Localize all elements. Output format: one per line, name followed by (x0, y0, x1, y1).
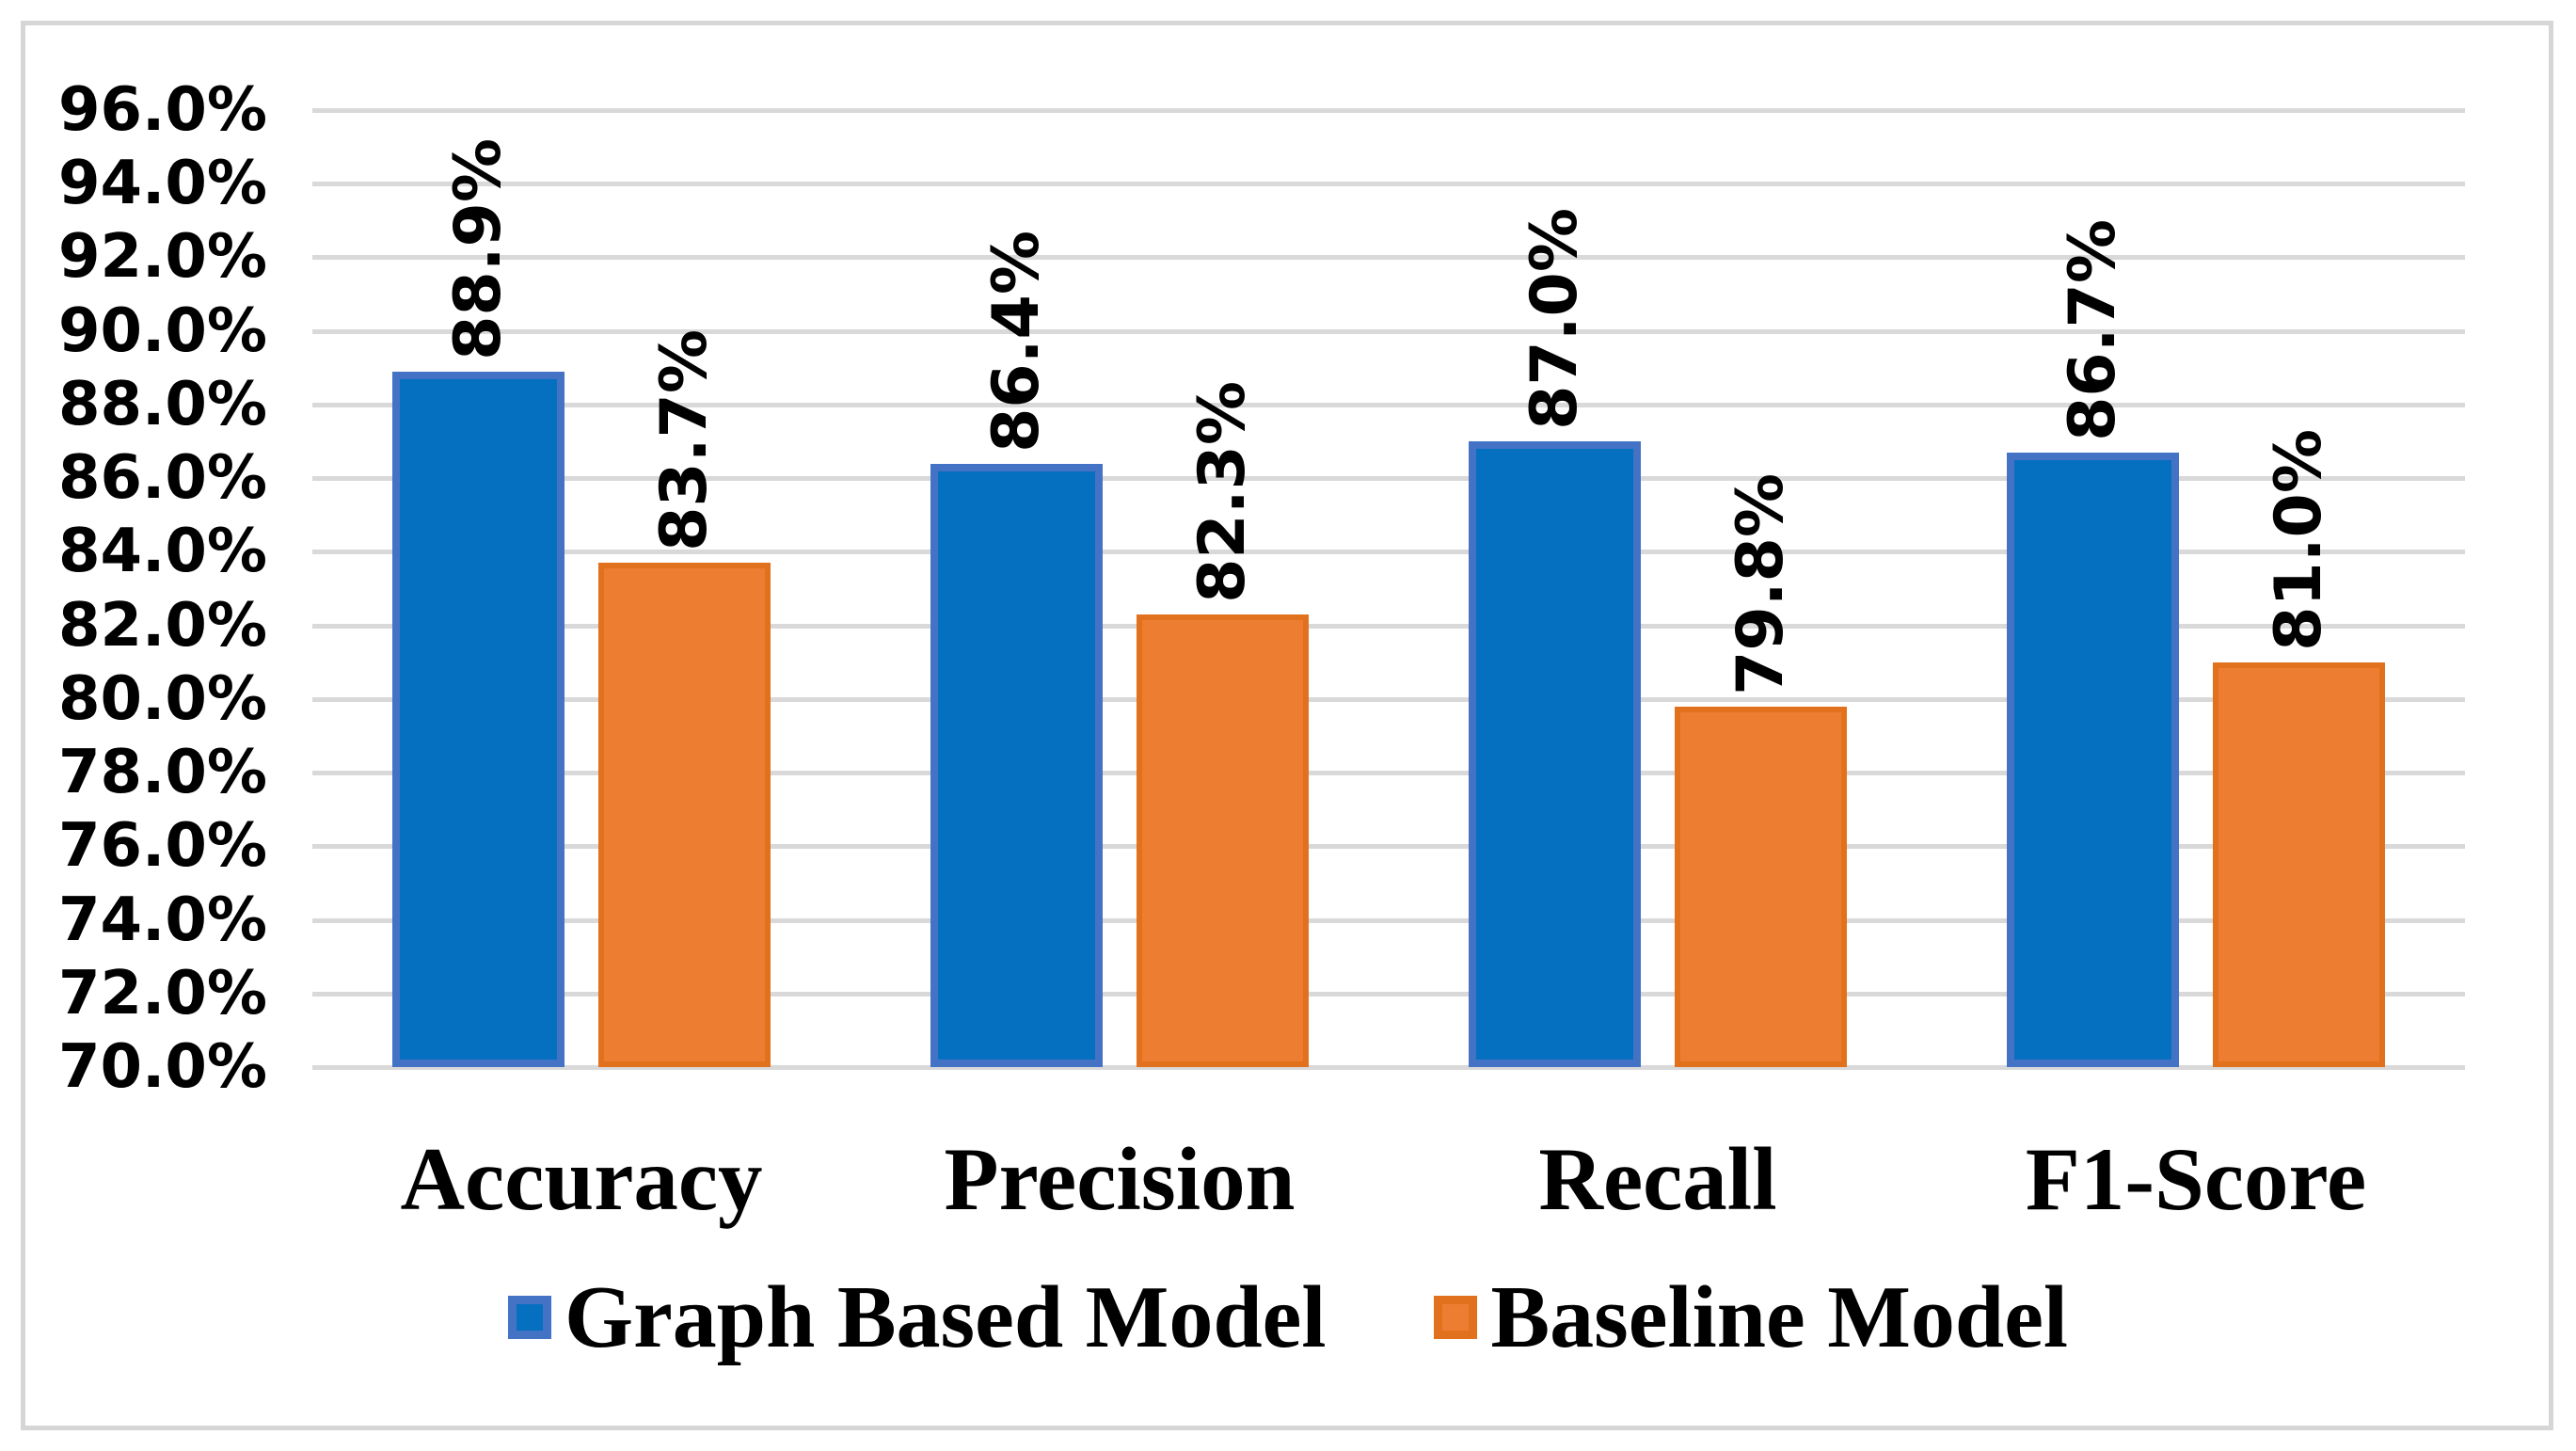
bar-graph-based-model-recall (1469, 441, 1641, 1067)
y-axis-tick-label: 72.0% (57, 958, 267, 1028)
y-axis-tick-label: 94.0% (57, 149, 267, 219)
legend: Graph Based Model Baseline Model (0, 1252, 2576, 1383)
gridline (312, 108, 2465, 113)
bar-graph-based-model-accuracy (392, 371, 564, 1067)
y-axis-tick-label: 80.0% (57, 663, 267, 734)
y-axis-tick-label: 88.0% (57, 369, 267, 439)
bar-baseline-model-precision (1137, 614, 1309, 1067)
gridline (312, 328, 2465, 334)
category-label-f1-score: F1-Score (2025, 1129, 2367, 1229)
legend-label: Baseline Model (1490, 1268, 2069, 1366)
legend-item-graph-based-model: Graph Based Model (507, 1267, 1327, 1368)
bar-graph-based-model-f1-score (2007, 452, 2179, 1067)
category-label-precision: Precision (944, 1129, 1296, 1229)
y-axis-tick-label: 74.0% (57, 885, 267, 955)
gridline (312, 255, 2465, 261)
y-axis-tick-label: 82.0% (57, 590, 267, 661)
bar-baseline-model-accuracy (598, 563, 771, 1067)
bar-baseline-model-f1-score (2213, 662, 2385, 1067)
gridline (312, 1065, 2465, 1070)
y-axis-tick-label: 84.0% (57, 517, 267, 587)
chart-border-frame (21, 21, 2553, 1430)
gridline (312, 402, 2465, 407)
gridline (312, 623, 2465, 629)
gridline (312, 844, 2465, 850)
legend-item-baseline-model: Baseline Model (1434, 1267, 2068, 1368)
gridline (312, 991, 2465, 997)
legend-swatch-icon (1434, 1296, 1478, 1339)
category-label-recall: Recall (1538, 1129, 1777, 1229)
gridline (312, 696, 2465, 702)
gridline (312, 182, 2465, 187)
gridline (312, 917, 2465, 923)
y-axis-tick-label: 78.0% (57, 738, 267, 808)
gridline (312, 476, 2465, 482)
y-axis-tick-label: 96.0% (57, 75, 267, 145)
y-axis-tick-label: 86.0% (57, 443, 267, 514)
legend-label: Graph Based Model (564, 1268, 1327, 1366)
category-label-accuracy: Accuracy (400, 1129, 763, 1229)
y-axis-tick-label: 70.0% (57, 1032, 267, 1102)
gridline (312, 550, 2465, 555)
y-axis-tick-label: 92.0% (57, 222, 267, 293)
gridline (312, 771, 2465, 776)
y-axis-tick-label: 76.0% (57, 811, 267, 882)
bar-baseline-model-recall (1675, 706, 1847, 1067)
bar-graph-based-model-precision (930, 463, 1103, 1067)
legend-swatch-icon (507, 1296, 551, 1339)
y-axis-tick-label: 90.0% (57, 295, 267, 366)
